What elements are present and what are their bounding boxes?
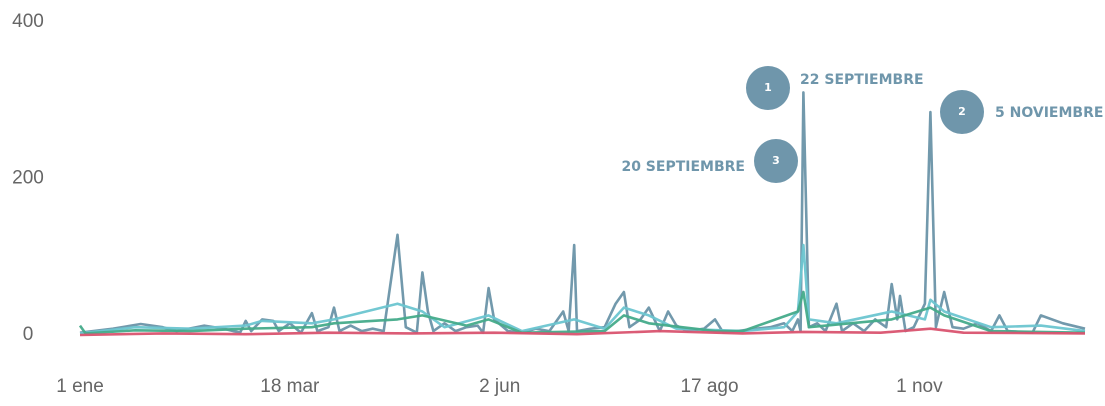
annotation-marker [940,90,984,134]
series-line [79,91,1086,334]
annotation-number: 1 [764,81,772,94]
x-tick-label: 1 nov [896,376,943,397]
annotation-label: 20 SEPTIEMBRE [621,159,745,175]
annotation-marker [746,66,790,110]
annotation-label: 5 NOVIEMBRE [995,105,1103,121]
series-line [78,290,1086,335]
series-line [79,243,1086,335]
y-tick-label: 200 [12,168,44,189]
annotation-number: 2 [958,105,966,118]
annotation-number: 3 [772,154,780,167]
annotation-label: 22 SEPTIEMBRE [800,72,924,88]
x-tick-label: 18 mar [260,376,320,397]
x-tick-label: 17 ago [680,376,738,397]
annotation-marker [754,139,798,183]
y-tick-label: 0 [23,324,34,345]
series-line [79,327,1086,337]
y-tick-label: 400 [12,11,44,32]
x-tick-label: 2 jun [479,376,520,397]
x-tick-label: 1 ene [56,376,104,397]
